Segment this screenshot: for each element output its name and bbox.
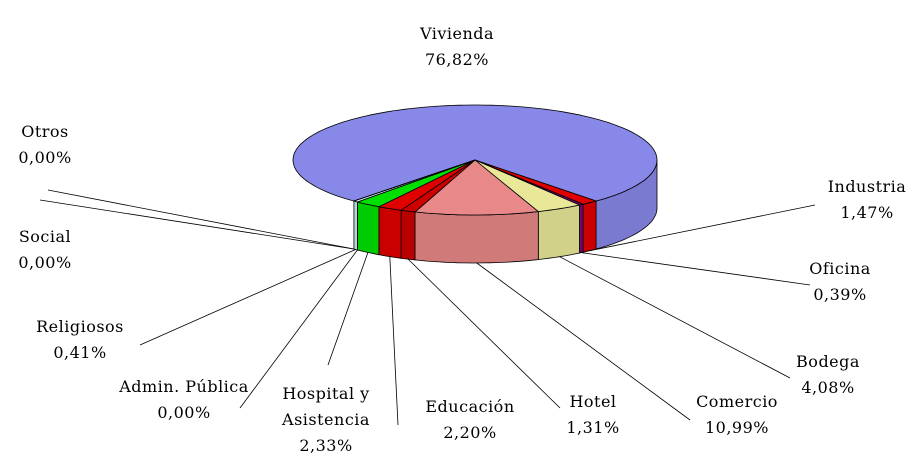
pie-side bbox=[353, 200, 358, 251]
value-label: 1,47% bbox=[840, 203, 894, 222]
pie-side bbox=[378, 206, 402, 259]
pie-tops bbox=[292, 104, 658, 216]
value-label: 4,08% bbox=[801, 378, 855, 397]
value-label: 0,00% bbox=[18, 148, 72, 167]
leader-line bbox=[407, 258, 561, 409]
category-name: Educación bbox=[425, 397, 515, 416]
slice-label: Admin. Pública 0,00% bbox=[119, 374, 249, 426]
leader-line bbox=[239, 249, 358, 409]
category-name: Hotel bbox=[569, 392, 617, 411]
leader-line bbox=[559, 256, 791, 379]
pie-slice bbox=[414, 159, 540, 216]
category-name: Otros bbox=[21, 122, 69, 141]
value-label: 0,00% bbox=[18, 253, 72, 272]
value-label: 1,31% bbox=[566, 418, 620, 437]
category-name: Admin. Pública bbox=[119, 377, 249, 396]
value-label: 76,82% bbox=[424, 50, 489, 69]
leader-line bbox=[327, 252, 369, 366]
slice-label: Hospital y Asistencia 2,33% bbox=[261, 381, 391, 459]
pie-slice bbox=[292, 104, 658, 202]
leader-line bbox=[389, 256, 399, 426]
leader-line bbox=[589, 204, 816, 252]
slice-label: Social 0,00% bbox=[0, 224, 110, 276]
leader-line bbox=[39, 199, 354, 250]
value-label: 0,41% bbox=[53, 343, 107, 362]
pie-side bbox=[579, 203, 584, 254]
slice-label: Industria 1,47% bbox=[802, 174, 924, 226]
slice-label: Otros 0,00% bbox=[0, 119, 110, 171]
pie-side bbox=[414, 211, 539, 264]
leader-line bbox=[476, 262, 691, 421]
pie-slice bbox=[474, 159, 581, 213]
slice-label: Religiosos 0,41% bbox=[15, 314, 145, 366]
category-name: Comercio bbox=[696, 392, 778, 411]
slice-label: Bodega 4,08% bbox=[763, 349, 893, 401]
value-label: 10,99% bbox=[704, 418, 769, 437]
slice-label: Oficina 0,39% bbox=[775, 256, 905, 308]
leader-line bbox=[139, 249, 356, 346]
category-name: Social bbox=[18, 227, 72, 246]
pie-side bbox=[537, 204, 580, 261]
pie-side bbox=[582, 200, 597, 253]
slice-label: Vivienda 76,82% bbox=[392, 21, 522, 73]
value-label: 2,20% bbox=[443, 423, 497, 442]
pie-side bbox=[357, 201, 380, 256]
slice-label: Educación 2,20% bbox=[405, 394, 535, 446]
category-name: Vivienda bbox=[419, 24, 495, 43]
category-name: Industria bbox=[827, 177, 907, 196]
value-label: 0,00% bbox=[157, 403, 211, 422]
slice-label: Hotel 1,31% bbox=[528, 389, 658, 441]
value-label: 2,33% bbox=[299, 436, 353, 455]
category-name: Hospital y Asistencia bbox=[282, 384, 370, 429]
pie-slice bbox=[353, 159, 476, 202]
leader-line bbox=[581, 252, 811, 286]
leader-line bbox=[47, 189, 354, 250]
category-name: Religiosos bbox=[36, 317, 124, 336]
category-name: Oficina bbox=[809, 259, 871, 278]
slice-label: Comercio 10,99% bbox=[672, 389, 802, 441]
category-name: Bodega bbox=[796, 352, 860, 371]
value-label: 0,39% bbox=[813, 285, 867, 304]
pie-side bbox=[400, 209, 416, 261]
